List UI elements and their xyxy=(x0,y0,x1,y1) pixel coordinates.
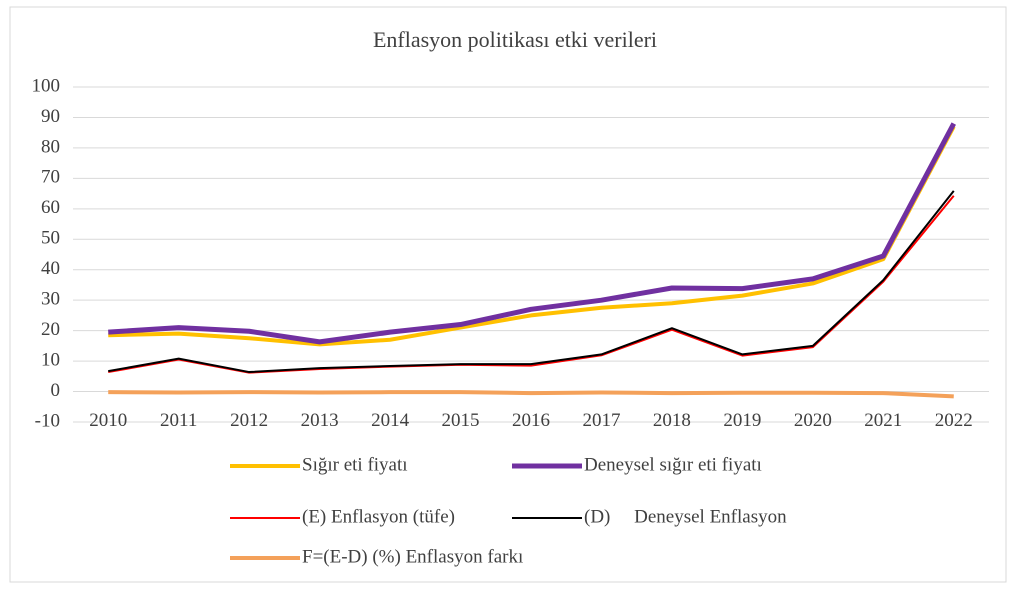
series-line xyxy=(108,390,954,399)
y-tick-label: 70 xyxy=(41,167,60,188)
x-tick-label: 2013 xyxy=(301,410,339,431)
legend-label: F=(E-D) (%) Enflasyon farkı xyxy=(302,546,523,567)
y-tick-label: 40 xyxy=(41,258,60,279)
y-tick-label: 90 xyxy=(41,106,60,127)
y-tick-label: -10 xyxy=(35,410,60,431)
series-line xyxy=(108,125,956,347)
x-tick-label: 2010 xyxy=(89,410,127,431)
series-line xyxy=(108,190,955,374)
chart-title: Enflasyon politikası etki verileri xyxy=(373,27,657,52)
y-tick-label: 0 xyxy=(51,380,61,401)
x-tick-label: 2020 xyxy=(794,410,832,431)
y-tick-label: 20 xyxy=(41,319,60,340)
y-tick-label: 100 xyxy=(32,75,61,96)
x-tick-label: 2019 xyxy=(723,410,761,431)
x-tick-label: 2015 xyxy=(442,410,480,431)
y-tick-label: 60 xyxy=(41,197,60,218)
y-tick-label: 50 xyxy=(41,228,60,249)
x-tick-label: 2016 xyxy=(512,410,550,431)
legend-label: Deneysel sığır eti fiyatı xyxy=(584,454,762,475)
y-tick-label: 30 xyxy=(41,289,60,310)
x-tick-label: 2022 xyxy=(935,410,973,431)
series-line xyxy=(108,122,956,345)
x-tick-label: 2017 xyxy=(582,410,620,431)
y-tick-label: 80 xyxy=(41,136,60,157)
legend-label: Sığır eti fiyatı xyxy=(302,454,408,475)
x-tick-label: 2018 xyxy=(653,410,691,431)
x-tick-label: 2014 xyxy=(371,410,410,431)
chart-border xyxy=(9,6,1007,583)
x-tick-label: 2011 xyxy=(160,410,197,431)
legend-label: (E) Enflasyon (tüfe) xyxy=(302,506,455,527)
x-tick-label: 2012 xyxy=(230,410,268,431)
y-tick-label: 10 xyxy=(41,349,60,370)
x-tick-label: 2021 xyxy=(864,410,902,431)
legend-label: (D) Deneysel Enflasyon xyxy=(584,506,787,527)
